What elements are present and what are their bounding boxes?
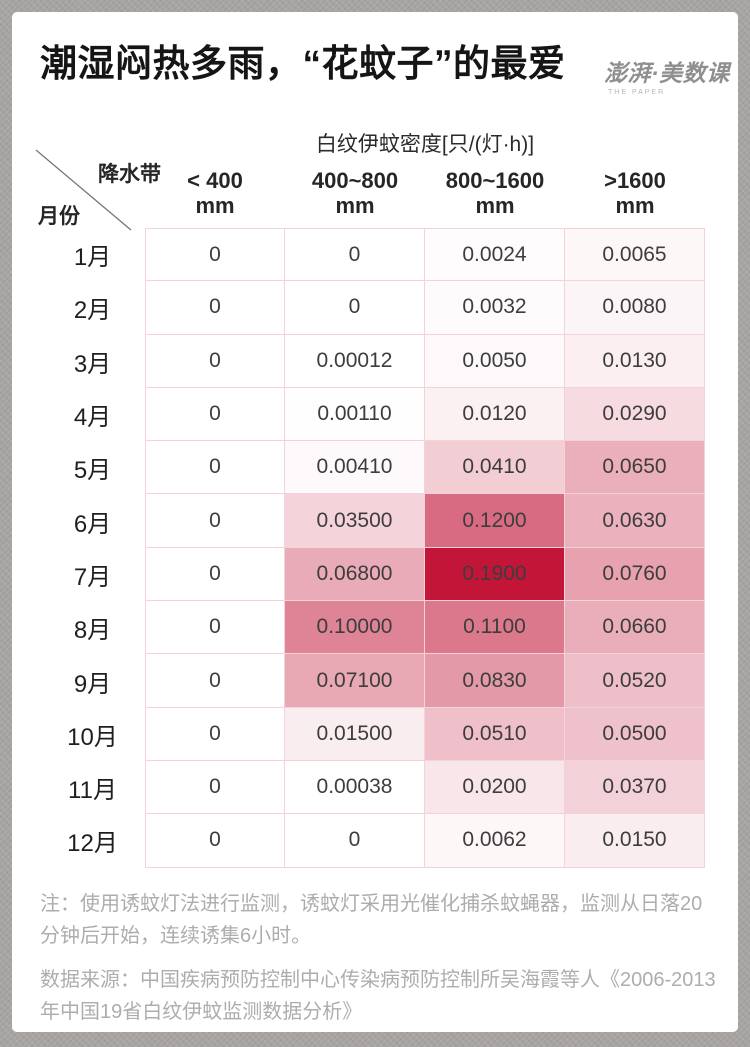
heat-cell: 0.1100 xyxy=(425,601,565,655)
heat-cell: 0.0065 xyxy=(565,228,705,282)
heat-cell: 0 xyxy=(145,547,285,602)
heat-cell: 0 xyxy=(145,494,285,548)
heat-cell: 0.00038 xyxy=(285,760,425,815)
month-label: 7月 xyxy=(73,563,112,591)
heat-cell: 0.0510 xyxy=(425,707,565,761)
month-label: 6月 xyxy=(73,510,112,538)
heat-cell: 0.1200 xyxy=(425,494,565,548)
heat-cell: 0.0120 xyxy=(425,387,565,442)
heat-cell: 0.0062 xyxy=(425,814,565,868)
column-header-800-1600: 800~1600 mm xyxy=(445,168,545,218)
month-label: 4月 xyxy=(73,404,112,432)
heat-cell: 0 xyxy=(145,334,285,388)
heat-cell: 0.0520 xyxy=(565,654,705,708)
axis-corner-cell: 降水带 月份 xyxy=(34,148,161,232)
heat-cell: 0.0130 xyxy=(565,334,705,388)
heat-cell: 0 xyxy=(145,601,285,655)
logo-subtext: THE PAPER xyxy=(608,89,666,96)
heat-cell: 0.00410 xyxy=(285,441,425,495)
column-header-400-800: 400~800 mm xyxy=(311,168,399,218)
corner-label-month: 月份 xyxy=(38,205,80,228)
heat-cell: 0 xyxy=(145,654,285,708)
page-title: 潮湿闷热多雨，“花蚊子”的最爱 xyxy=(40,43,566,84)
heat-cell: 0.0500 xyxy=(565,707,705,761)
column-header-gt1600: >1600 mm xyxy=(604,168,666,218)
heat-cell: 0.0290 xyxy=(565,387,705,442)
heat-cell: 0 xyxy=(285,228,425,282)
heat-cell: 0.06800 xyxy=(285,547,425,602)
month-label: 12月 xyxy=(67,830,118,858)
heat-cell: 0.0830 xyxy=(425,654,565,708)
footnotes: 注：使用诱蚊灯法进行监测，诱蚊灯采用光催化捕杀蚊蝇器，监测从日落20分钟后开始，… xyxy=(40,888,716,1040)
heat-cell: 0 xyxy=(145,707,285,761)
heat-cell: 0.0410 xyxy=(425,441,565,495)
heat-cell: 0.0024 xyxy=(425,228,565,282)
heat-cell: 0.0660 xyxy=(565,601,705,655)
heat-cell: 0 xyxy=(145,281,285,335)
month-label: 11月 xyxy=(68,777,117,805)
heatmap-table: 1月 0 0 0.0024 0.0065 2月 0 0 0.0032 0.008… xyxy=(40,228,705,868)
heat-cell: 0.0370 xyxy=(565,760,705,815)
heat-cell: 0.1900 xyxy=(425,547,565,602)
heat-cell: 0 xyxy=(285,281,425,335)
month-label: 2月 xyxy=(73,297,112,325)
heat-cell: 0.0032 xyxy=(425,281,565,335)
heat-cell: 0 xyxy=(145,387,285,442)
heat-cell: 0.00012 xyxy=(285,334,425,388)
heat-cell: 0 xyxy=(145,760,285,815)
heat-cell: 0.01500 xyxy=(285,707,425,761)
infographic-card: 潮湿闷热多雨，“花蚊子”的最爱 澎湃·美数课 THE PAPER 白纹伊蚊密度[… xyxy=(12,12,738,1032)
heat-cell: 0 xyxy=(285,814,425,868)
heat-cell: 0.10000 xyxy=(285,601,425,655)
month-label: 10月 xyxy=(67,723,118,751)
data-source: 数据来源：中国疾病预防控制中心传染病预防控制所吴海霞等人《2006-2013年中… xyxy=(40,968,716,1024)
logo-text: 澎湃·美数课 xyxy=(604,60,730,86)
month-label: 5月 xyxy=(73,457,112,485)
the-paper-meishuke-logo: 澎湃·美数课 THE PAPER xyxy=(604,54,729,96)
heat-cell: 0 xyxy=(145,814,285,868)
heat-cell: 0.03500 xyxy=(285,494,425,548)
corner-label-precipitation: 降水带 xyxy=(98,163,161,186)
method-note: 注：使用诱蚊灯法进行监测，诱蚊灯采用光催化捕杀蚊蝇器，监测从日落20分钟后开始，… xyxy=(40,893,703,948)
heat-cell: 0.0760 xyxy=(565,547,705,602)
heat-cell: 0.0080 xyxy=(565,281,705,335)
heat-cell: 0 xyxy=(145,441,285,495)
heat-cell: 0 xyxy=(145,228,285,282)
heat-cell: 0.0050 xyxy=(425,334,565,388)
heat-cell: 0.0200 xyxy=(425,760,565,815)
density-unit-label: 白纹伊蚊密度[只/(灯·h)] xyxy=(315,133,535,156)
month-label: 9月 xyxy=(73,670,112,698)
heat-cell: 0.0150 xyxy=(565,814,705,868)
column-header-lt400: < 400 mm xyxy=(187,168,243,218)
heat-cell: 0.0650 xyxy=(565,441,705,495)
month-label: 1月 xyxy=(73,244,112,272)
heat-cell: 0.0630 xyxy=(565,494,705,548)
month-label: 3月 xyxy=(73,350,112,378)
month-label: 8月 xyxy=(73,617,112,645)
diagonal-divider-line xyxy=(35,149,132,231)
heat-cell: 0.00110 xyxy=(285,387,425,442)
heat-cell: 0.07100 xyxy=(285,654,425,708)
